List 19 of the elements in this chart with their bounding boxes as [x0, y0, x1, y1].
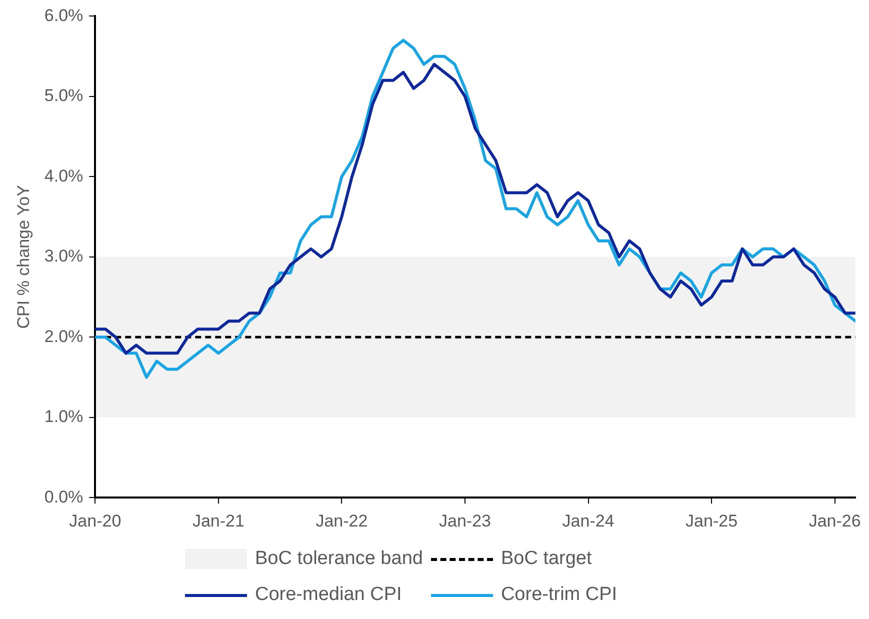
y-tick-label: 1.0% — [44, 407, 84, 426]
legend-label: BoC tolerance band — [255, 548, 423, 570]
legend-label: Core-median CPI — [255, 584, 402, 606]
x-tick-label: Jan-20 — [69, 511, 122, 530]
y-tick-label: 2.0% — [44, 326, 84, 346]
x-tick-label: Jan-21 — [192, 511, 244, 530]
y-tick-label: 4.0% — [44, 166, 84, 186]
y-tick-label: 0.0% — [44, 487, 84, 506]
x-tick-label: Jan-26 — [808, 511, 861, 530]
x-tick-label: Jan-22 — [316, 511, 368, 530]
legend-label: Core-trim CPI — [500, 584, 618, 606]
x-tick-label: Jan-25 — [686, 511, 738, 530]
y-tick-label: 6.0% — [44, 6, 84, 25]
x-tick-label: Jan-23 — [438, 511, 491, 530]
legend-label: BoC target — [500, 548, 592, 570]
y-axis-title: CPI % change YoY — [14, 185, 33, 329]
y-tick-label: 3.0% — [44, 246, 84, 266]
x-tick-label: Jan-24 — [562, 511, 614, 530]
y-tick-label: 5.0% — [44, 86, 84, 106]
